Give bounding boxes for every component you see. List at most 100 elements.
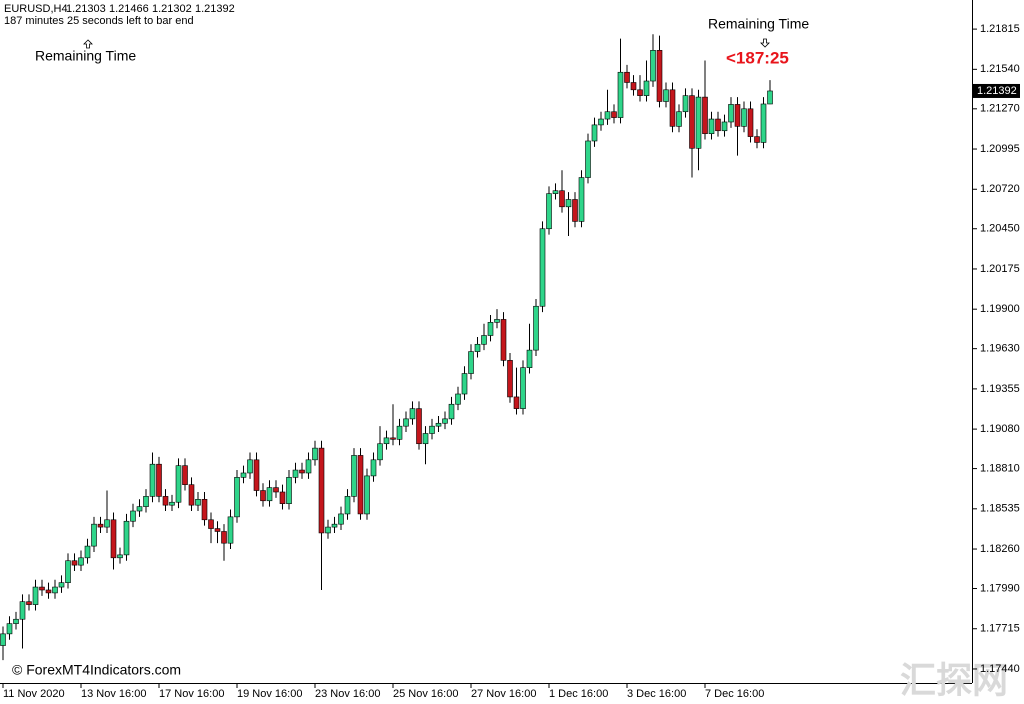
- candle-body: [565, 199, 572, 208]
- header-open: 1.21303: [66, 3, 106, 15]
- candle-body: [396, 425, 403, 440]
- candle-body: [767, 90, 773, 105]
- price-tag-label: 1.21392: [977, 85, 1017, 97]
- candle-body: [0, 633, 6, 646]
- candle-body: [188, 484, 195, 506]
- candle-body: [91, 523, 97, 547]
- candle-body: [552, 190, 559, 194]
- x-tick-label: 13 Nov 16:00: [81, 688, 146, 700]
- candle-body: [754, 136, 760, 143]
- candle-body: [572, 199, 578, 222]
- candle-body: [604, 111, 611, 120]
- candle-body: [611, 111, 617, 118]
- candle-body: [546, 193, 552, 230]
- remaining-label: Remaining Time: [35, 48, 136, 64]
- candle-body: [630, 82, 637, 91]
- candle-body: [325, 526, 331, 534]
- candle-body: [429, 425, 435, 434]
- candle-body: [299, 469, 305, 474]
- candle-body: [513, 396, 520, 409]
- candle-body: [656, 50, 663, 102]
- candle-body: [539, 228, 546, 307]
- x-tick-label: 11 Nov 2020: [3, 688, 65, 700]
- y-tick-label: 1.17990: [980, 582, 1020, 594]
- candle-body: [500, 319, 507, 361]
- candle-body: [455, 393, 461, 405]
- candle-body: [13, 618, 19, 624]
- candle-body: [741, 108, 747, 127]
- candle-body: [266, 487, 273, 502]
- candle-body: [494, 319, 500, 323]
- candle-body: [747, 108, 754, 137]
- candle-body: [234, 477, 240, 518]
- y-tick-label: 1.19080: [980, 423, 1020, 435]
- candle-body: [669, 89, 676, 127]
- candle-body: [338, 513, 344, 525]
- candle-body: [533, 305, 539, 351]
- y-tick-label: 1.18260: [980, 543, 1020, 555]
- candle-body: [617, 71, 624, 118]
- candle-body: [78, 557, 84, 566]
- candle-body: [104, 519, 110, 528]
- watermark: 汇探网: [900, 660, 1008, 701]
- candle-body: [344, 496, 351, 515]
- candle-body: [240, 472, 247, 478]
- candle-body: [416, 408, 422, 445]
- candle-body: [468, 351, 474, 374]
- candle-body: [643, 80, 650, 96]
- candle-body: [637, 89, 643, 96]
- candle-body: [162, 496, 169, 506]
- candle-body: [65, 560, 71, 583]
- candle-body: [175, 465, 182, 503]
- candle-body: [273, 487, 279, 493]
- candle-body: [136, 506, 143, 512]
- candle-body: [39, 586, 45, 591]
- candle-body: [286, 477, 292, 504]
- candle-body: [448, 403, 455, 420]
- candle-body: [253, 459, 260, 491]
- candle-body: [130, 510, 136, 522]
- header-close: 1.21392: [195, 3, 235, 15]
- candle-body: [123, 520, 130, 556]
- candle-body: [578, 177, 585, 222]
- candle-body: [227, 516, 234, 544]
- y-tick-label: 1.21270: [980, 103, 1020, 115]
- candle-body: [312, 447, 318, 461]
- candle-body: [507, 360, 513, 398]
- candle-body: [97, 523, 104, 528]
- candle-body: [520, 367, 526, 409]
- candle-body: [32, 586, 39, 605]
- x-tick-label: 17 Nov 16:00: [159, 688, 224, 700]
- candle-body: [383, 437, 390, 445]
- candle-body: [260, 490, 266, 502]
- y-tick-label: 1.19630: [980, 343, 1020, 355]
- candle-body: [728, 104, 734, 123]
- candle-body: [71, 560, 78, 566]
- candle-body: [364, 475, 370, 515]
- candle-body: [110, 519, 117, 559]
- remaining-time: <187:25: [726, 48, 789, 67]
- symbol: EURUSD,H4: [4, 3, 68, 15]
- candle-body: [318, 447, 325, 534]
- candle-body: [169, 501, 175, 506]
- candle-body: [734, 104, 741, 127]
- candle-body: [26, 601, 32, 605]
- y-tick-label: 1.17440: [980, 663, 1020, 675]
- candle-body: [305, 459, 312, 474]
- candle-body: [156, 463, 162, 497]
- candle-body: [708, 118, 715, 134]
- y-tick-label: 1.18810: [980, 462, 1020, 474]
- candle-body: [585, 140, 591, 178]
- candle-body: [409, 408, 416, 420]
- candle-body: [598, 118, 604, 126]
- candle-body: [487, 322, 494, 336]
- x-tick-label: 3 Dec 16:00: [627, 688, 686, 700]
- candle-body: [702, 96, 708, 134]
- y-tick-label: 1.19355: [980, 383, 1020, 395]
- candle-body: [208, 519, 214, 529]
- x-tick-label: 7 Dec 16:00: [705, 688, 764, 700]
- candle-body: [676, 111, 682, 127]
- y-tick-label: 1.20175: [980, 263, 1020, 275]
- candle-body: [377, 443, 383, 461]
